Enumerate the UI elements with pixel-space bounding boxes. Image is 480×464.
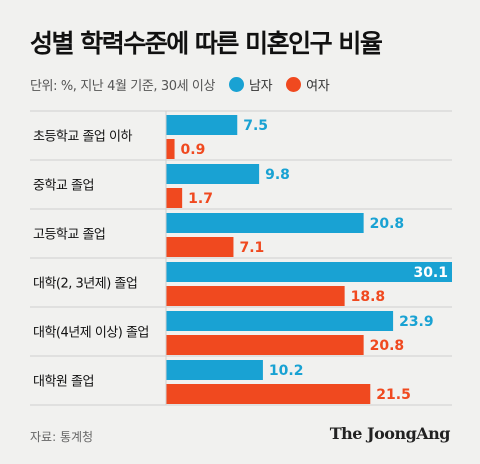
legend-label-female: 여자 [306, 78, 330, 94]
bar-female [166, 188, 183, 208]
bar-male [166, 213, 364, 233]
bar-male [166, 262, 452, 282]
legend-swatch-female [286, 76, 302, 92]
data-label: 23.9 [399, 314, 434, 330]
category-label: 초등학교 졸업 이하 [33, 130, 132, 145]
bar-male [166, 360, 263, 380]
legend-swatch-male [229, 76, 245, 92]
subtitle-row: 단위: %, 지난 4월 기준, 30세 이상 남자 여자 [30, 74, 330, 94]
data-label: 20.8 [370, 338, 405, 354]
data-label: 1.7 [188, 191, 213, 207]
data-label: 10.2 [269, 363, 304, 379]
data-label: 7.5 [243, 118, 268, 134]
bar-female [166, 286, 345, 306]
data-label: 21.5 [376, 387, 411, 403]
category-label: 대학(2, 3년제) 졸업 [33, 277, 137, 292]
category-label: 대학(4년제 이상) 졸업 [33, 326, 149, 341]
data-label: 7.1 [239, 240, 264, 256]
category-label: 중학교 졸업 [33, 179, 94, 194]
bar-female [166, 335, 364, 355]
data-label: 20.8 [370, 216, 405, 232]
source-note: 자료: 통계청 [30, 430, 94, 444]
chart-title: 성별 학력수준에 따른 미혼인구 비율 [30, 29, 383, 58]
data-label: 0.9 [181, 142, 206, 158]
bar-female [166, 237, 234, 257]
bar-male [166, 164, 260, 184]
category-label: 고등학교 졸업 [33, 228, 105, 243]
legend-item-female: 여자 [286, 75, 330, 94]
bar-male [166, 311, 394, 331]
legend-item-male: 남자 [229, 75, 273, 94]
brand-logo: The JoongAng [329, 424, 451, 443]
bar-female [166, 384, 371, 404]
legend-label-male: 남자 [249, 78, 273, 94]
data-label: 18.8 [351, 289, 386, 305]
bar-female [166, 139, 175, 159]
bar-male [166, 115, 238, 135]
data-label: 9.8 [265, 167, 290, 183]
unit-note: 단위: %, 지난 4월 기준, 30세 이상 [30, 78, 216, 94]
category-label: 대학원 졸업 [33, 375, 94, 390]
data-label: 30.1 [413, 265, 448, 281]
